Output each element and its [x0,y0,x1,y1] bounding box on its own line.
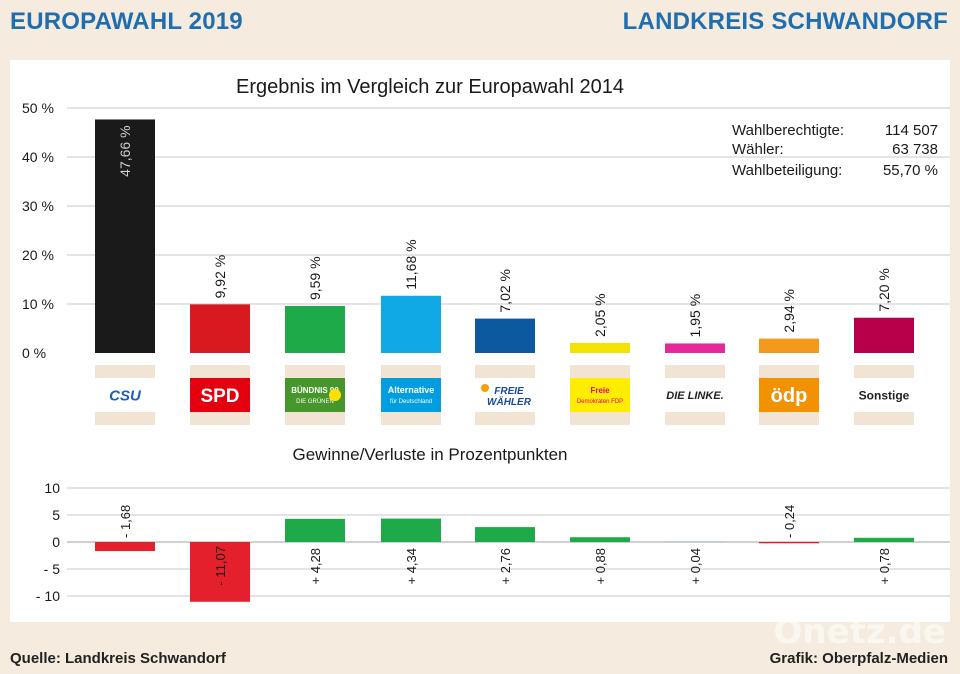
source-note: Quelle: Landkreis Schwandorf [10,650,226,667]
logo-text: Freie [590,386,610,395]
result-bar [854,317,914,353]
party-logo: Freie Demokraten FDP [570,365,630,425]
result-value-label: 9,92 % [212,255,228,299]
logo-text: CSU [109,387,142,404]
y-tick-label: 50 % [22,100,54,116]
chart-panel: 0 % 10 % 20 % 30 % 40 % 50 % CSU SPD BÜNDNIS 90… [10,60,950,622]
change-bar [190,542,250,602]
change-bar [381,518,441,542]
y-tick-label: 10 % [22,296,54,312]
y-tick-label: 10 [44,480,60,496]
logo-text: WÄHLER [487,395,532,408]
y-tick-label: 40 % [22,149,54,165]
stat-label-turnout: Wahlbeteiligung: [732,162,842,179]
credit-note: Grafik: Oberpfalz-Medien [769,650,948,667]
result-value-label: 1,95 % [687,294,703,338]
change-bar [95,542,155,552]
logo-text: DIE GRÜNEN [296,398,334,405]
result-bar [285,306,345,353]
change-value-label: - 0,24 [782,505,797,538]
result-value-label: 11,68 % [403,239,419,289]
change-bar [285,518,345,542]
party-logo: BÜNDNIS 90 DIE GRÜNEN [285,365,345,425]
result-value-label: 2,94 % [781,289,797,333]
change-value-label: - 1,68 [118,505,133,538]
stat-value-voters: 63 738 [892,141,938,158]
logo-text: BÜNDNIS 90 [291,386,339,395]
y-tick-label: 5 [52,507,60,523]
result-bar [665,343,725,353]
party-logo: ödp [759,365,819,425]
header-region: LANDKREIS SCHWANDORF [622,8,948,35]
chart-title-results: Ergebnis im Vergleich zur Europawahl 201… [236,76,624,98]
result-bar [570,342,630,353]
result-bar [190,304,250,353]
party-logo: DIE LINKE. [665,365,725,425]
stat-value-eligible: 114 507 [885,122,938,139]
change-bar [854,537,914,542]
result-value-label: 2,05 % [592,293,608,337]
party-logo: CSU [95,365,155,425]
change-bar [759,542,819,544]
result-bar [95,119,155,353]
header-title: EUROPAWAHL 2019 [10,8,243,35]
result-value-label: 47,66 % [117,125,133,176]
logo-text: DIE LINKE. [666,390,723,402]
party-logo: Sonstige [854,365,914,425]
result-bar [475,318,535,353]
change-value-label: + 4,28 [308,548,323,585]
change-bar [475,527,535,542]
result-value-label: 7,02 % [497,269,513,313]
watermark-logo: Onetz.de [773,612,946,652]
chart-canvas: 0 % 10 % 20 % 30 % 40 % 50 % CSU SPD BÜNDNIS 90… [22,76,950,604]
change-value-label: + 2,76 [498,548,513,585]
chart-title-changes: Gewinne/Verluste in Prozentpunkten [292,445,567,464]
party-logo: SPD [190,365,250,425]
change-value-label: + 0,78 [877,548,892,585]
y-tick-label: 0 % [22,345,46,361]
logo-text: ödp [771,385,808,407]
y-tick-label: - 5 [44,561,61,577]
y-tick-label: 20 % [22,247,54,263]
result-value-label: 7,20 % [876,268,892,312]
y-tick-label: 30 % [22,198,54,214]
result-value-label: 9,59 % [307,256,323,300]
stat-value-turnout: 55,70 % [883,162,938,179]
stats-box: Wahlberechtigte: 114 507 Wähler: 63 738 … [732,122,938,179]
sunflower-icon [329,389,341,401]
change-bar [570,537,630,542]
stat-label-voters: Wähler: [732,141,784,158]
logo-text: FREIE [494,386,524,397]
logo-text: Alternative [388,385,435,395]
logo-text: Sonstige [859,388,910,402]
party-logo: Alternative für Deutschland [381,365,441,425]
result-bar [381,295,441,353]
logo-text: für Deutschland [390,399,432,405]
logo-text: Demokraten FDP [577,399,623,405]
sun-icon [481,384,489,392]
change-value-label: + 0,04 [688,548,703,585]
y-tick-label: 0 [52,534,60,550]
change-value-label: + 4,34 [404,548,419,585]
change-value-label: - 11,07 [213,546,228,586]
change-value-label: + 0,88 [593,548,608,585]
y-tick-label: - 10 [36,588,60,604]
stat-label-eligible: Wahlberechtigte: [732,122,844,139]
result-bar [759,338,819,353]
logo-text: SPD [200,386,239,407]
